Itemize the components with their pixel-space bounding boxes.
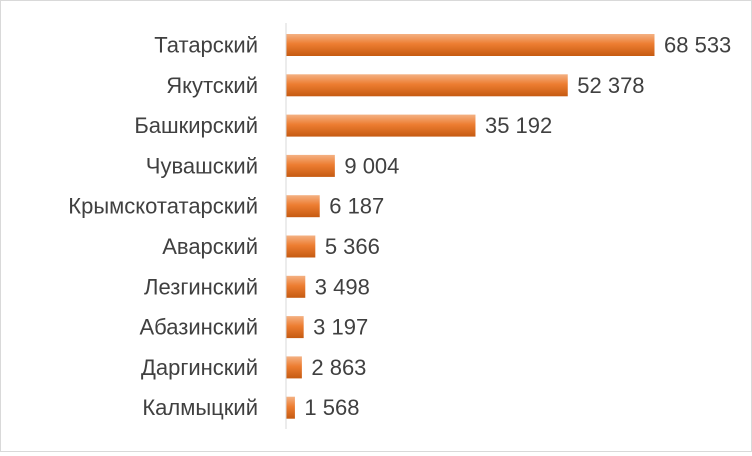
bar bbox=[286, 235, 316, 258]
bar bbox=[286, 396, 295, 419]
value-label: 3 197 bbox=[313, 315, 368, 340]
category-label: Абазинский bbox=[140, 315, 259, 340]
category-label: Даргинский bbox=[141, 355, 258, 380]
bar bbox=[286, 34, 655, 56]
category-label: Калмыцкий bbox=[142, 395, 258, 420]
bar bbox=[286, 154, 335, 177]
category-label: Чувашский bbox=[146, 153, 258, 178]
category-label: Татарский bbox=[154, 33, 258, 58]
value-label: 6 187 bbox=[329, 194, 384, 219]
value-label: 1 568 bbox=[304, 395, 359, 420]
category-labels: Татарский Якутский Башкирский Чувашский Крым… bbox=[68, 33, 258, 421]
value-label: 68 533 bbox=[664, 33, 731, 58]
bar bbox=[286, 195, 320, 218]
category-label: Аварский bbox=[162, 234, 258, 259]
value-label: 35 192 bbox=[485, 113, 552, 138]
bar bbox=[286, 316, 304, 339]
category-label: Якутский bbox=[166, 73, 258, 98]
value-label: 9 004 bbox=[344, 153, 399, 178]
value-label: 52 378 bbox=[577, 73, 644, 98]
value-label: 3 498 bbox=[315, 274, 370, 299]
bar bbox=[286, 356, 302, 379]
value-label: 5 366 bbox=[325, 234, 380, 259]
category-label: Лезгинский bbox=[144, 274, 258, 299]
category-label: Башкирский bbox=[134, 113, 258, 138]
bar bbox=[286, 114, 476, 137]
bar bbox=[286, 74, 568, 97]
value-labels: 68 533 52 378 35 192 9 004 6 187 5 366 3 498 3 … bbox=[304, 33, 731, 421]
value-label: 2 863 bbox=[311, 355, 366, 380]
bars bbox=[286, 34, 655, 419]
bar bbox=[286, 275, 306, 298]
category-label: Крымскотатарский bbox=[68, 194, 258, 219]
